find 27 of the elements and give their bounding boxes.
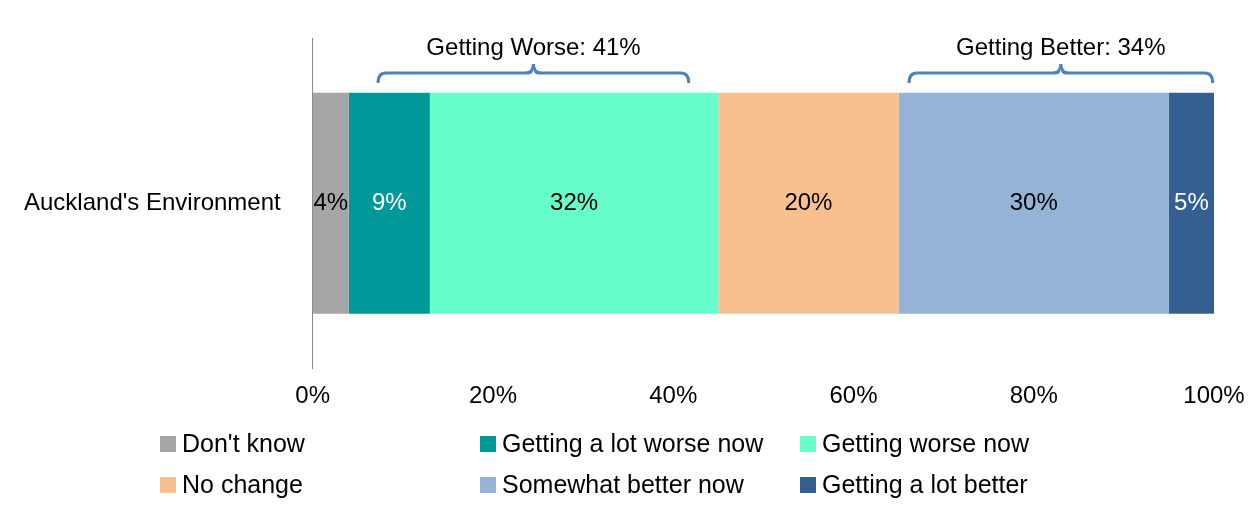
- legend-label: Getting a lot better: [822, 470, 1028, 499]
- data-label: 30%: [1009, 187, 1058, 215]
- legend-label: Getting worse now: [822, 429, 1030, 458]
- x-tick-label: 80%: [1009, 381, 1058, 409]
- text: Getting Worse: 41%: [426, 33, 641, 61]
- data-label: 32%: [550, 187, 599, 215]
- bar: [312, 92, 349, 314]
- data-label: 4%: [313, 187, 349, 215]
- x-tick-label: 100%: [1183, 381, 1245, 409]
- x-tick-label: 60%: [829, 381, 878, 409]
- bar: [1168, 92, 1214, 314]
- text: Getting Better: 34%: [956, 33, 1166, 61]
- bar: [718, 92, 899, 314]
- bar: [348, 92, 430, 314]
- bar: [898, 92, 1169, 314]
- data-label: 9%: [371, 187, 407, 215]
- data-label: 20%: [784, 187, 833, 215]
- x-tick-label: 40%: [649, 381, 698, 409]
- legend-label: Getting a lot worse now: [502, 429, 764, 458]
- legend-label: Somewhat better now: [502, 470, 744, 499]
- legend-label: No change: [182, 470, 303, 499]
- y-tick-label: Auckland's Environment: [23, 187, 282, 215]
- bar: [429, 92, 719, 314]
- x-tick-label: 20%: [468, 381, 517, 409]
- data-label: 5%: [1174, 187, 1209, 215]
- x-tick-label: 0%: [295, 381, 331, 409]
- legend-label: Don't know: [182, 429, 305, 458]
